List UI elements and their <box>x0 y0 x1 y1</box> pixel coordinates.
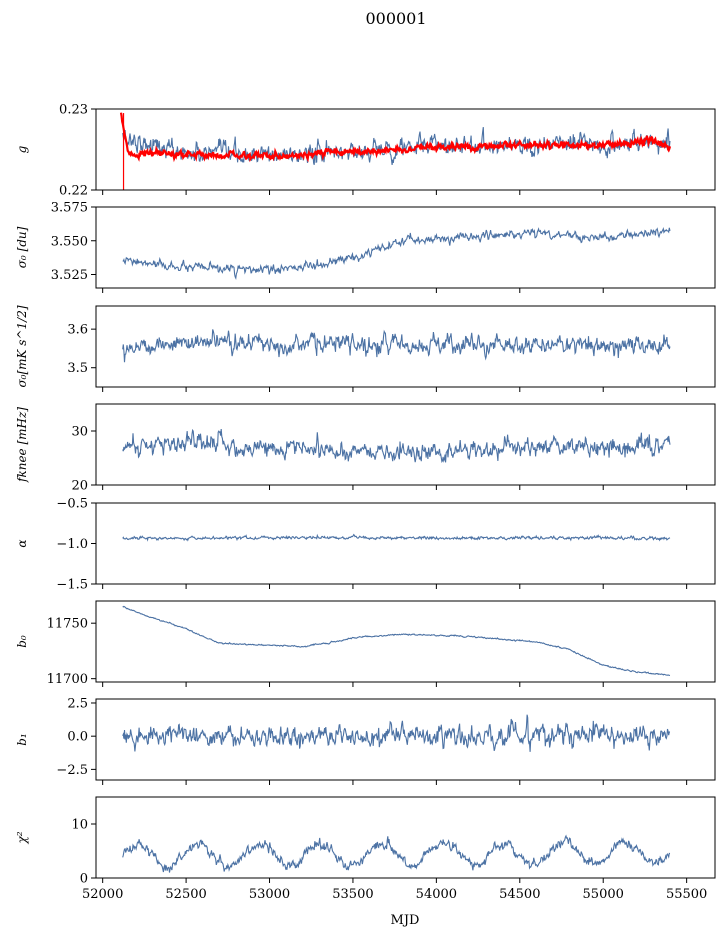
x-tick-label: 55000 <box>583 887 624 902</box>
plot-frame <box>95 698 716 781</box>
series-line-fknee-0 <box>122 428 671 463</box>
y-axis-label-b0: b₀ <box>15 635 29 648</box>
series-line-b1-0 <box>122 714 671 752</box>
series-line-alpha-0 <box>122 533 671 542</box>
x-tick-label: 53000 <box>249 887 290 902</box>
x-tick-label: 55500 <box>666 887 707 902</box>
x-tick-label: 52500 <box>165 887 206 902</box>
y-tick-label: 10 <box>71 818 88 833</box>
y-tick-label: 2.5 <box>67 696 88 711</box>
y-axis-label-fknee: fknee [mHz] <box>15 407 29 483</box>
series-line-g-0 <box>122 127 671 166</box>
plot-frame <box>95 403 716 486</box>
y-tick-label: 0 <box>80 872 88 887</box>
panel-alpha: −1.5 −1.0 −0.5 α <box>15 497 716 593</box>
y-axis-label-sigma0-mk: σ₀[mK s^1/2] <box>15 305 29 387</box>
plot-frame <box>95 305 716 388</box>
panel-b0: 11700 11750 b₀ <box>15 600 716 687</box>
panel-sigma0-du: 3.525 3.550 3.575 σ₀ [du] <box>15 201 716 293</box>
y-tick-label: 3.525 <box>51 268 88 283</box>
y-tick-label: −2.5 <box>56 763 88 778</box>
series-line-sigma0-du-0 <box>122 226 671 280</box>
panel-b1: −2.5 0.0 2.5 b₁ <box>15 696 716 785</box>
y-axis-label-chi2: χ² <box>15 831 29 844</box>
series-line-sigma0-mk-0 <box>122 329 671 363</box>
plot-frame <box>95 108 716 191</box>
plot-frame <box>95 206 716 289</box>
y-tick-label: 3.575 <box>51 201 88 216</box>
y-axis-label-b1: b₁ <box>15 733 29 746</box>
y-tick-label: 11750 <box>47 617 88 632</box>
plot-frame <box>95 796 716 879</box>
y-tick-label: 11700 <box>47 672 88 687</box>
panel-chi2: 0 10 52000 52500 53000 53500 54000 54500 55000 55… <box>15 796 716 902</box>
y-tick-label: 3.5 <box>67 361 88 376</box>
y-axis-label-sigma0-du: σ₀ [du] <box>15 226 29 268</box>
y-tick-label: 30 <box>71 425 88 440</box>
x-tick-label: 54000 <box>416 887 457 902</box>
series-line-chi2-0 <box>122 834 671 873</box>
plot-frame <box>95 502 716 585</box>
y-axis-label-alpha: α <box>15 539 29 547</box>
y-tick-label: 0.22 <box>59 184 88 199</box>
panel-g: 0.22 0.23 g <box>15 103 716 199</box>
x-tick-label: 52000 <box>82 887 123 902</box>
series-line-g-1 <box>119 112 672 163</box>
x-tick-label: 53500 <box>332 887 373 902</box>
y-tick-label: −1.0 <box>56 537 88 552</box>
y-tick-label: 3.6 <box>67 323 88 338</box>
y-tick-label: 0.23 <box>59 103 88 118</box>
y-tick-label: −0.5 <box>56 497 88 512</box>
y-tick-label: 0.0 <box>67 730 88 745</box>
y-tick-label: 20 <box>71 479 88 494</box>
x-tick-label: 54500 <box>499 887 540 902</box>
panels: 0.22 0.23 g 3.525 3.550 3.575 σ₀ [du] 3.5 3.6 σ₀[… <box>15 103 716 902</box>
plot-frame <box>95 600 716 683</box>
series-line-b0-0 <box>122 605 671 676</box>
y-tick-label: −1.5 <box>56 578 88 593</box>
chart-title: 000001 <box>365 9 426 28</box>
y-axis-label-g: g <box>15 145 29 153</box>
panel-sigma0-mk: 3.5 3.6 σ₀[mK s^1/2] <box>15 305 716 392</box>
x-axis-label: MJD <box>391 913 420 928</box>
panel-fknee: 20 30 fknee [mHz] <box>15 403 716 494</box>
y-tick-label: 3.550 <box>51 234 88 249</box>
